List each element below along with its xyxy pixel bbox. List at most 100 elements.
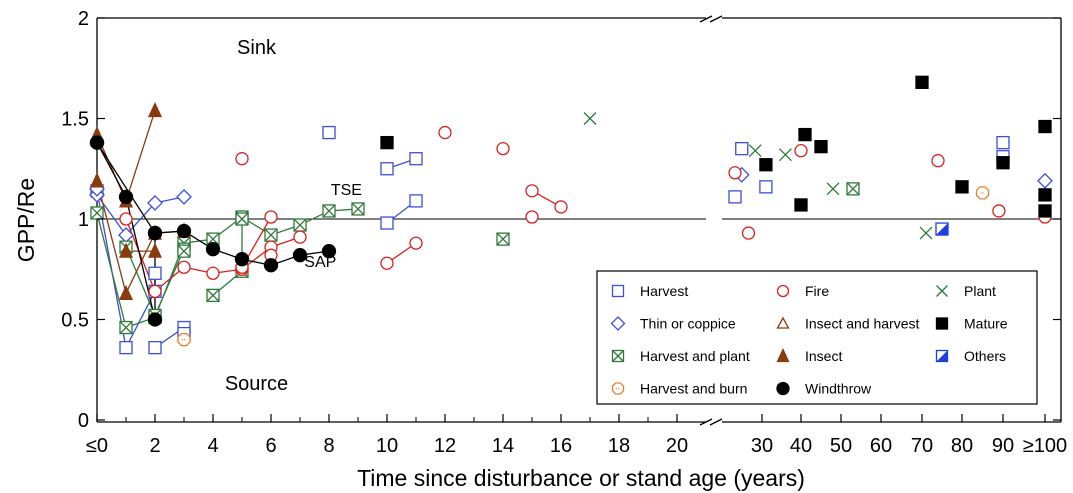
x-tick-label: 90 [992, 435, 1014, 457]
annotation-tse: TSE [331, 182, 362, 199]
point-filled-circle [292, 248, 308, 263]
legend-label: Harvest and burn [640, 381, 747, 397]
point-open-square [735, 141, 749, 156]
point-open-octagon [177, 332, 191, 347]
point-open-circle [554, 200, 568, 214]
x-tick-label: 20 [666, 435, 688, 457]
data-points [89, 75, 1053, 355]
point-open-square [148, 266, 162, 280]
point-open-square [380, 162, 394, 176]
point-open-circle [525, 210, 539, 224]
point-filled-circle [89, 135, 105, 150]
point-filled-triangle [118, 242, 134, 258]
point-open-circle [409, 236, 423, 250]
point-filled-circle [147, 312, 163, 327]
point-open-circle [794, 144, 808, 158]
axis-break-mark [699, 418, 713, 426]
legend-item-insect: Insect [776, 347, 842, 364]
point-open-circle [525, 184, 539, 198]
point-filled-square [1038, 119, 1052, 134]
point-filled-square [915, 75, 929, 89]
x-tick-label: 6 [265, 435, 276, 457]
point-open-circle [293, 230, 307, 244]
point-crossed-square [90, 206, 104, 220]
point-filled-square [794, 198, 808, 212]
plot-frame [96, 15, 1062, 426]
legend-label: Harvest and plant [640, 348, 750, 364]
point-crossed-square [351, 202, 365, 216]
x-axis-label: Time since disturbance or stand age (yea… [357, 465, 805, 491]
legend-label: Fire [805, 283, 829, 299]
x-tick-label: ≤0 [86, 435, 108, 457]
point-x [826, 182, 840, 196]
series-line-harvest-and-plant [96, 208, 359, 329]
legend-label: Plant [964, 283, 996, 299]
point-crossed-square [846, 182, 860, 196]
y-tick-label: 0 [78, 410, 89, 432]
point-filled-circle [234, 252, 250, 267]
point-crossed-square [293, 218, 307, 232]
x-tick-label: 10 [376, 435, 398, 457]
legend-item-mature: Mature [935, 316, 1008, 332]
series-line-windthrow [96, 142, 156, 234]
point-open-diamond [147, 195, 163, 211]
series-lines [96, 110, 562, 350]
point-filled-triangle [147, 101, 163, 118]
legend-label: Insect and harvest [805, 316, 920, 332]
point-x [748, 144, 762, 158]
legend: Harvest Thin or coppice Harvest and plant H… [596, 270, 1038, 405]
legend-label: Others [964, 348, 1006, 364]
legend-item-fire: Fire [776, 283, 829, 299]
point-crossed-square [496, 232, 510, 246]
point-filled-square [759, 158, 773, 172]
legend-label: Thin or coppice [640, 316, 736, 332]
point-open-circle [776, 284, 790, 298]
x-tick-label: 14 [492, 435, 514, 457]
x-tick-label: 2 [149, 435, 160, 457]
x-tick-label: 60 [870, 435, 892, 457]
point-open-circle [728, 166, 742, 180]
series-line-windthrow [96, 142, 330, 320]
legend-label: Windthrow [805, 381, 872, 397]
point-open-diamond [176, 188, 192, 205]
legend-label: Harvest [640, 283, 688, 299]
legend-item-others: Others [935, 348, 1006, 364]
point-filled-circle [321, 244, 337, 259]
point-crossed-square [177, 244, 191, 258]
point-open-circle [264, 210, 278, 224]
point-filled-triangle [89, 172, 105, 188]
point-open-square [996, 135, 1010, 150]
point-filled-square [798, 127, 812, 142]
legend-item-harvest: Harvest [611, 283, 688, 299]
x-tick-label: 12 [434, 435, 456, 457]
point-open-circle [931, 154, 945, 168]
point-filled-square [814, 139, 828, 154]
legend-item-thin-or-coppice: Thin or coppice [610, 316, 736, 332]
point-filled-circle [176, 223, 192, 239]
point-open-square [148, 340, 162, 355]
point-open-octagon [975, 186, 990, 200]
point-crossed-square [206, 288, 220, 303]
legend-item-insect-and-harvest: Insect and harvest [776, 316, 920, 332]
point-filled-circle [776, 381, 790, 396]
point-filled-square [935, 317, 949, 330]
point-x [919, 226, 933, 240]
legend-item-windthrow: Windthrow [776, 381, 872, 397]
x-tick-label: 80 [951, 435, 973, 457]
point-open-diamond [1037, 172, 1053, 189]
point-crossed-square [235, 212, 249, 226]
y-tick-label: 1 [78, 209, 89, 231]
point-half-square [935, 222, 949, 236]
point-open-square [119, 340, 133, 355]
annotations: Sink Source TSE SAP [225, 37, 362, 395]
point-crossed-square [264, 228, 278, 242]
annotation-source: Source [225, 373, 288, 395]
legend-label: Insect [805, 348, 842, 364]
point-open-circle [119, 212, 133, 226]
y-tick-label: 2 [78, 8, 89, 30]
point-open-circle [148, 284, 162, 299]
legend-item-plant: Plant [936, 283, 996, 299]
series-line-thin-or-coppice [96, 194, 185, 237]
legend-item-harvest-and-plant: Harvest and plant [611, 348, 750, 364]
